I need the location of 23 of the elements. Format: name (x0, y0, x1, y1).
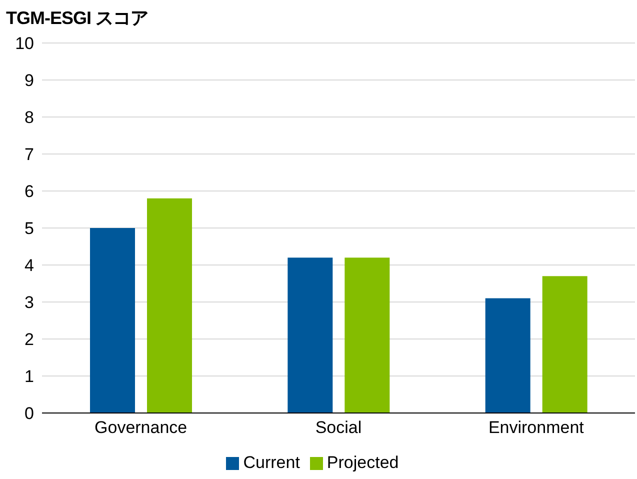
y-tick-label: 6 (24, 182, 34, 202)
y-tick-label: 5 (24, 219, 34, 238)
y-tick-label: 2 (24, 330, 34, 350)
bar (485, 298, 530, 413)
y-tick-label: 10 (15, 34, 34, 54)
y-tick-label: 7 (24, 145, 34, 164)
x-tick-label: Governance (94, 418, 188, 438)
y-tick-label: 1 (24, 367, 34, 386)
bar (90, 228, 135, 413)
bar (344, 258, 390, 413)
legend-label: Current (243, 453, 300, 472)
y-tick-label: 4 (24, 256, 34, 276)
bar (147, 198, 192, 413)
x-tick-label: Environment (488, 418, 584, 438)
x-tick-label: Social (315, 418, 362, 438)
y-axis-title: TGM-ESGI スコア (6, 7, 148, 30)
legend-label: Projected (326, 453, 399, 472)
y-tick-label: 3 (24, 293, 34, 312)
bar (542, 276, 588, 413)
y-tick-label: 0 (24, 404, 34, 424)
y-tick-label: 8 (24, 108, 34, 128)
y-tick-label: 9 (24, 71, 34, 90)
bar (288, 258, 333, 413)
